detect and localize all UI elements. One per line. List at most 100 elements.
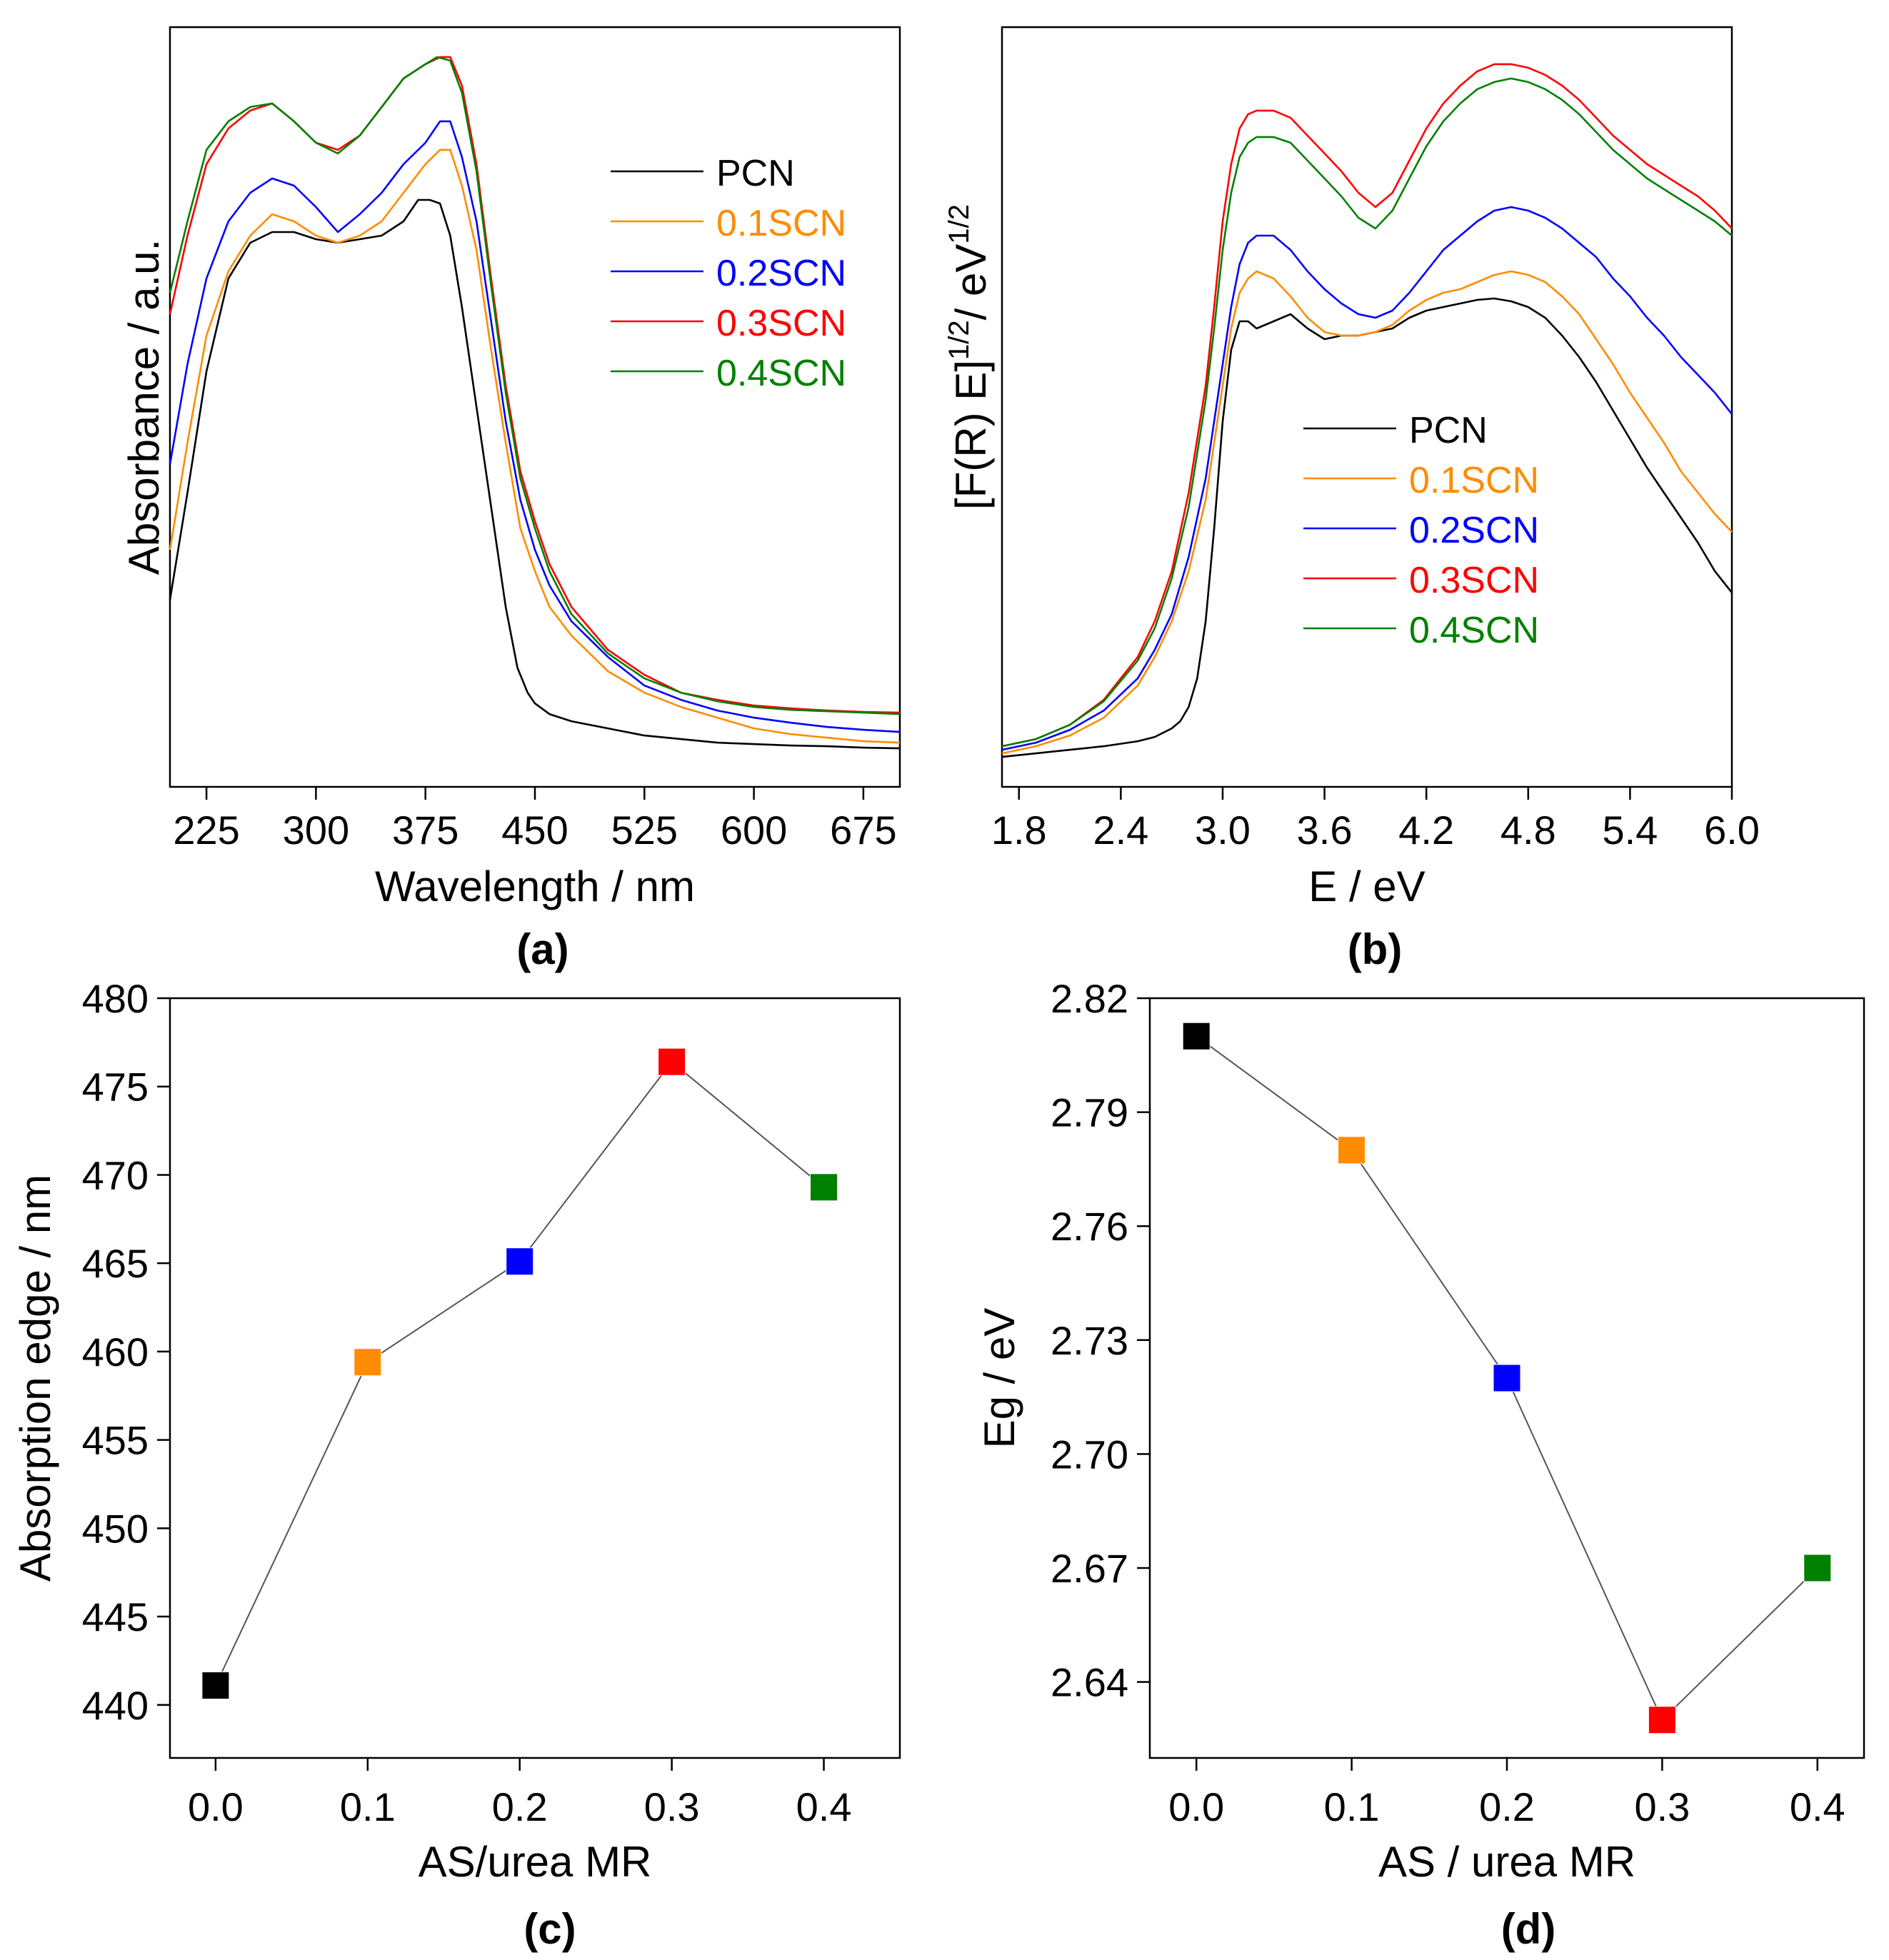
panel-c-plot-frame <box>169 997 901 1759</box>
panel-a-legend-label-0-4scn: 0.4SCN <box>716 353 846 394</box>
panel-a-x-tick-label: 600 <box>721 808 787 853</box>
panel-a-x-ticks: 225 300 375 450 525 600 675 <box>173 787 897 853</box>
panel-c-y-tick-label: 460 <box>82 1330 149 1374</box>
panel-a-y-axis-label: Absorbance / a.u. <box>120 239 168 575</box>
panel-c-point-0-3scn <box>658 1047 686 1076</box>
panel-b-x-tick-label: 5.4 <box>1602 808 1658 853</box>
panel-b-legend-label-0-2scn: 0.2SCN <box>1409 510 1539 551</box>
panel-d-band-gap-chart: 2.642.672.702.732.762.792.82 0.0 0.1 0.2 0.… <box>976 976 1865 1953</box>
panel-a-line-0-1scn <box>169 149 901 744</box>
panel-d-x-tick-label: 0.4 <box>1790 1784 1845 1829</box>
panel-a-x-axis-label: Wavelength / nm <box>375 863 695 910</box>
panel-a-x-tick-label: 450 <box>501 808 568 853</box>
panel-b-legend-label-0-1scn: 0.1SCN <box>1409 460 1539 501</box>
panel-a-line-0-2scn <box>169 120 901 733</box>
panel-a-legend: PCN 0.1SCN 0.2SCN 0.3SCN 0.4SCN <box>611 153 846 394</box>
panel-d-y-tick-label: 2.76 <box>1051 1204 1128 1249</box>
panel-a-legend-label-pcn: PCN <box>716 153 795 194</box>
panel-b-legend: PCN 0.1SCN 0.2SCN 0.3SCN 0.4SCN <box>1303 410 1539 651</box>
panel-c-point-pcn <box>201 1672 230 1700</box>
panel-b-legend-label-0-4scn: 0.4SCN <box>1409 610 1539 651</box>
panel-c-label: (c) <box>523 1905 576 1953</box>
panel-c-x-tick-label: 0.4 <box>796 1784 852 1829</box>
panel-d-point-0-3scn <box>1648 1706 1676 1734</box>
panel-d-y-axis-label: Eg / eV <box>976 1308 1023 1449</box>
panel-d-x-tick-label: 0.2 <box>1479 1784 1535 1829</box>
panel-c-x-tick-label: 0.1 <box>340 1784 396 1829</box>
panel-b-x-tick-label: 6.0 <box>1704 808 1760 853</box>
panel-b-x-tick-label: 3.0 <box>1195 808 1251 853</box>
panel-b-y-axis-label-sup2: 1/2 <box>943 204 975 244</box>
panel-c-point-0-2scn <box>506 1247 534 1276</box>
panel-b-x-tick-label: 4.2 <box>1398 808 1454 853</box>
panel-a-x-tick-label: 375 <box>392 808 459 853</box>
panel-d-x-axis-label: AS / urea MR <box>1378 1838 1635 1886</box>
panel-c-x-tick-label: 0.0 <box>188 1784 244 1829</box>
panel-d-y-tick-label: 2.70 <box>1051 1432 1128 1477</box>
panel-c-x-ticks: 0.0 0.1 0.2 0.3 0.4 <box>188 1758 852 1829</box>
panel-d-x-tick-label: 0.3 <box>1634 1784 1690 1829</box>
panel-a-legend-label-0-3scn: 0.3SCN <box>716 303 846 344</box>
panel-a-x-tick-label: 300 <box>283 808 349 853</box>
panel-b-y-axis-label: [F(R) E]1/2/ eV1/2 <box>943 204 995 510</box>
panel-c-y-tick-label: 450 <box>82 1506 149 1551</box>
panel-c-y-tick-label: 475 <box>82 1065 149 1110</box>
panel-a-label: (a) <box>516 925 568 973</box>
panel-a-series-group <box>169 56 901 750</box>
panel-d-y-tick-label: 2.79 <box>1051 1090 1128 1135</box>
panel-b-series-group <box>1001 63 1733 758</box>
panel-b-x-tick-label: 3.6 <box>1297 808 1353 853</box>
panel-b-line-0-2scn <box>1001 206 1733 751</box>
panel-b-label: (b) <box>1348 925 1403 973</box>
panel-d-point-0-4scn <box>1803 1554 1832 1582</box>
panel-c-y-tick-label: 470 <box>82 1152 149 1197</box>
panel-b-line-0-4scn <box>1001 77 1733 748</box>
panel-d-x-ticks: 0.0 0.1 0.2 0.3 0.4 <box>1168 1758 1845 1829</box>
panel-b-x-ticks: 1.8 2.4 3.0 3.6 4.2 4.8 5.4 6.0 <box>991 787 1760 853</box>
panel-b-line-0-1scn <box>1001 270 1733 755</box>
panel-a-absorbance-chart: 225 300 375 450 525 600 675 PCN 0.1SCN 0.2SCN 0.3… <box>120 26 901 973</box>
panel-d-point-0-1scn <box>1338 1136 1366 1165</box>
panel-d-point-0-2scn <box>1493 1364 1521 1392</box>
panel-b-x-tick-label: 1.8 <box>991 808 1047 853</box>
panel-d-x-tick-label: 0.0 <box>1168 1784 1224 1829</box>
panel-b-x-tick-label: 4.8 <box>1500 808 1556 853</box>
panel-c-point-0-4scn <box>810 1173 838 1202</box>
panel-b-plot-frame <box>1001 26 1733 788</box>
panel-a-x-tick-label: 675 <box>830 808 896 853</box>
panel-b-y-axis-label-unit: / eV <box>947 244 995 321</box>
panel-c-y-tick-label: 440 <box>82 1683 149 1728</box>
panel-d-label: (d) <box>1501 1905 1556 1953</box>
panel-a-legend-label-0-1scn: 0.1SCN <box>716 203 846 244</box>
panel-c-y-tick-label: 480 <box>82 976 149 1021</box>
panel-a-x-tick-label: 525 <box>611 808 678 853</box>
panel-d-y-tick-label: 2.64 <box>1051 1660 1128 1705</box>
panel-c-y-tick-label: 455 <box>82 1418 149 1463</box>
panel-d-y-tick-label: 2.73 <box>1051 1318 1128 1363</box>
panel-d-y-ticks: 2.64 2.67 2.70 2.73 2.76 2.79 2.82 <box>1051 976 1150 1705</box>
panel-c-y-ticks: 440 445 450 455 460 465 470 475 480 <box>82 976 170 1728</box>
panel-c-y-axis-label: Absorption edge / nm <box>11 1175 59 1582</box>
panel-c-y-tick-label: 465 <box>82 1241 149 1286</box>
panel-b-x-tick-label: 2.4 <box>1093 808 1148 853</box>
panel-b-line-0-3scn <box>1001 63 1733 748</box>
panel-a-line-0-4scn <box>169 56 901 715</box>
panel-d-y-tick-label: 2.67 <box>1051 1546 1128 1591</box>
panel-b-tauc-chart: 1.8 2.4 3.0 3.6 4.2 4.8 5.4 6.0 PCN 0.1SCN 0.2SCN… <box>943 26 1760 973</box>
panel-c-x-tick-label: 0.2 <box>492 1784 548 1829</box>
panel-b-legend-label-pcn: PCN <box>1409 410 1488 451</box>
panel-c-y-tick-label: 445 <box>82 1594 149 1639</box>
panel-b-y-axis-label-sup1: 1/2 <box>943 320 975 360</box>
panel-c-absorption-edge-chart: 440 445 450 455 460 465 470 475 480 0.0 0.1 0.2 0.3… <box>11 976 901 1953</box>
panel-c-point-0-1scn <box>354 1348 382 1377</box>
panel-d-y-tick-label: 2.82 <box>1051 976 1128 1021</box>
panel-c-x-tick-label: 0.3 <box>644 1784 700 1829</box>
panel-c-x-axis-label: AS/urea MR <box>419 1838 652 1886</box>
panel-a-line-pcn <box>169 198 901 750</box>
panel-d-point-pcn <box>1182 1022 1211 1050</box>
panel-a-legend-label-0-2scn: 0.2SCN <box>716 253 846 294</box>
panel-a-x-tick-label: 225 <box>173 808 239 853</box>
panel-b-x-axis-label: E / eV <box>1308 863 1425 910</box>
